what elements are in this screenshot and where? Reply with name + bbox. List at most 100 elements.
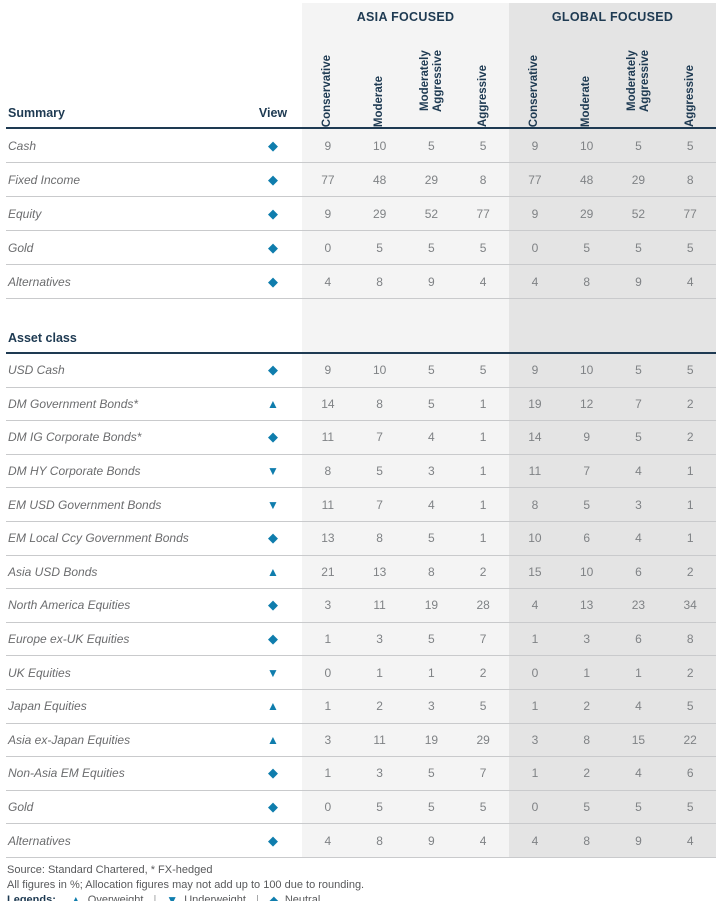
allocation-value: 4 bbox=[612, 454, 665, 489]
allocation-value: 4 bbox=[509, 264, 561, 299]
allocation-value: 2 bbox=[457, 555, 510, 590]
allocation-value: 5 bbox=[457, 353, 510, 388]
allocation-value: 7 bbox=[560, 454, 613, 489]
view-cell: ◆ bbox=[254, 420, 302, 455]
allocation-value: 11 bbox=[509, 454, 561, 489]
profile-header-label: Moderately Aggressive bbox=[625, 50, 651, 113]
group-header-row: Summary View ASIA FOCUSED GLOBAL FOCUSED bbox=[6, 3, 717, 129]
allocation-value: 8 bbox=[302, 454, 354, 489]
allocation-value: 4 bbox=[457, 823, 510, 858]
allocation-value: 2 bbox=[560, 756, 613, 791]
allocation-value: 1 bbox=[405, 655, 458, 690]
overweight-icon: ▲ bbox=[267, 396, 279, 411]
profile-header-label: Conservative bbox=[528, 54, 541, 127]
allocation-value: 5 bbox=[664, 790, 717, 825]
row-label: DM Government Bonds* bbox=[6, 387, 254, 422]
row-label: DM HY Corporate Bonds bbox=[6, 454, 254, 489]
profile-header-label: Moderate bbox=[580, 75, 593, 127]
allocation-value: 48 bbox=[353, 162, 406, 197]
allocation-value: 9 bbox=[509, 128, 561, 163]
allocation-value: 3 bbox=[353, 756, 406, 791]
allocation-value: 28 bbox=[457, 588, 510, 623]
view-cell: ◆ bbox=[254, 588, 302, 623]
allocation-value: 10 bbox=[353, 128, 406, 163]
allocation-value: 8 bbox=[405, 555, 458, 590]
row-label: North America Equities bbox=[6, 588, 254, 623]
overweight-icon: ▲ bbox=[69, 893, 82, 901]
allocation-value: 0 bbox=[509, 655, 561, 690]
allocation-value: 4 bbox=[612, 756, 665, 791]
allocation-value: 1 bbox=[509, 622, 561, 657]
allocation-value: 14 bbox=[509, 420, 561, 455]
allocation-value: 12 bbox=[560, 387, 613, 422]
view-cell: ◆ bbox=[254, 353, 302, 388]
view-cell: ◆ bbox=[254, 162, 302, 197]
allocation-value: 29 bbox=[560, 196, 613, 231]
profile-header-label: Moderate bbox=[373, 75, 386, 127]
allocation-value: 4 bbox=[405, 487, 458, 522]
allocation-value: 7 bbox=[457, 622, 510, 657]
allocation-value: 8 bbox=[664, 622, 717, 657]
summary-section: Cash ◆ 9 10 5 5 9 10 5 5 Fixed Income ◆ 77 48 29 8 77 48 2… bbox=[6, 128, 717, 299]
allocation-value: 0 bbox=[509, 230, 561, 265]
section-spacer-cell bbox=[353, 298, 406, 354]
view-cell: ◆ bbox=[254, 756, 302, 791]
allocation-value: 8 bbox=[353, 823, 406, 858]
allocation-value: 5 bbox=[353, 454, 406, 489]
view-cell: ◆ bbox=[254, 230, 302, 265]
asset-class-header: Asset class bbox=[6, 298, 302, 354]
profile-header-label: Conservative bbox=[321, 54, 334, 127]
allocation-value: 52 bbox=[612, 196, 665, 231]
allocation-value: 5 bbox=[405, 756, 458, 791]
allocation-value: 7 bbox=[612, 387, 665, 422]
view-cell: ▲ bbox=[254, 555, 302, 590]
profile-header-asia-moderately-aggressive: Moderately Aggressive bbox=[405, 31, 458, 129]
legend-title: Legends: bbox=[7, 893, 56, 901]
allocation-value: 8 bbox=[560, 823, 613, 858]
legend-item-label: Underweight bbox=[184, 893, 246, 901]
view-cell: ▼ bbox=[254, 454, 302, 489]
allocation-value: 3 bbox=[612, 487, 665, 522]
allocation-value: 1 bbox=[612, 655, 665, 690]
overweight-icon: ▲ bbox=[267, 564, 279, 579]
view-cell: ▲ bbox=[254, 387, 302, 422]
allocation-table: Summary View ASIA FOCUSED GLOBAL FOCUSED… bbox=[6, 3, 717, 858]
allocation-value: 3 bbox=[302, 723, 354, 758]
allocation-value: 29 bbox=[457, 723, 510, 758]
neutral-icon: ◆ bbox=[268, 892, 279, 901]
allocation-value: 2 bbox=[560, 689, 613, 724]
allocation-value: 1 bbox=[302, 689, 354, 724]
allocation-value: 2 bbox=[353, 689, 406, 724]
allocation-value: 7 bbox=[353, 420, 406, 455]
asset-row: DM HY Corporate Bonds ▼ 8 5 3 1 11 7 4 1 bbox=[6, 454, 717, 489]
allocation-value: 15 bbox=[612, 723, 665, 758]
neutral-icon: ◆ bbox=[268, 832, 278, 848]
allocation-value: 1 bbox=[302, 622, 354, 657]
allocation-value: 5 bbox=[353, 790, 406, 825]
allocation-value: 77 bbox=[302, 162, 354, 197]
allocation-value: 1 bbox=[457, 420, 510, 455]
section-spacer-cell bbox=[405, 298, 458, 354]
view-cell: ◆ bbox=[254, 128, 302, 163]
allocation-value: 1 bbox=[664, 454, 717, 489]
neutral-icon: ◆ bbox=[268, 429, 278, 445]
allocation-value: 77 bbox=[664, 196, 717, 231]
asset-row: Non-Asia EM Equities ◆ 1 3 5 7 1 2 4 6 bbox=[6, 756, 717, 791]
allocation-value: 5 bbox=[405, 387, 458, 422]
asset-row: EM USD Government Bonds ▼ 11 7 4 1 8 5 3 1 bbox=[6, 487, 717, 522]
asset-row: Europe ex-UK Equities ◆ 1 3 5 7 1 3 6 8 bbox=[6, 622, 717, 657]
asset-row: EM Local Ccy Government Bonds ◆ 13 8 5 1 10 6 4 1 bbox=[6, 521, 717, 556]
allocation-value: 11 bbox=[353, 588, 406, 623]
allocation-value: 8 bbox=[353, 264, 406, 299]
neutral-icon: ◆ bbox=[268, 362, 278, 378]
allocation-value: 1 bbox=[457, 487, 510, 522]
asset-row: Japan Equities ▲ 1 2 3 5 1 2 4 5 bbox=[6, 689, 717, 724]
allocation-value: 5 bbox=[612, 420, 665, 455]
allocation-value: 77 bbox=[457, 196, 510, 231]
legend-items: ▲ Overweight | ▼ Underweight | ◆ Neutral bbox=[70, 893, 330, 901]
summary-row: Alternatives ◆ 4 8 9 4 4 8 9 4 bbox=[6, 264, 717, 299]
view-cell: ▼ bbox=[254, 655, 302, 690]
rounding-note: All figures in %; Allocation figures may… bbox=[7, 878, 365, 891]
allocation-value: 5 bbox=[405, 230, 458, 265]
allocation-value: 3 bbox=[509, 723, 561, 758]
